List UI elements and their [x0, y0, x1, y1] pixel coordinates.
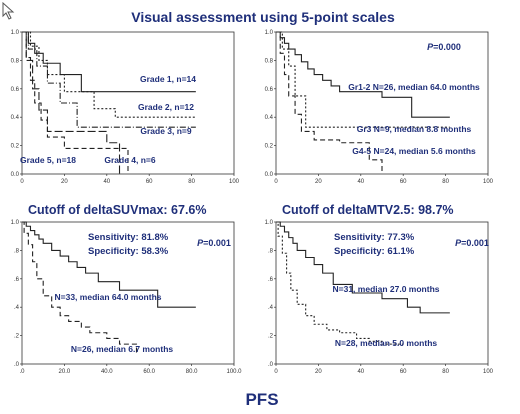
- chart-deltasuvmax: Cutoff of deltaSUVmax: 67.6% .0 20.0 40.0 60…: [11, 203, 243, 375]
- x-tick-label: 20: [315, 179, 322, 185]
- y-tick-label: .4: [14, 305, 20, 311]
- y-tick-label: 0.0: [11, 172, 20, 178]
- p-value: P=0.001: [197, 238, 231, 248]
- series-label: Grade 2, n=12: [138, 102, 194, 112]
- stat-line: Specificity: 61.1%: [334, 246, 415, 257]
- series-label: Gr1-2 N=26, median 64.0 months: [348, 82, 480, 92]
- y-tick-label: .8: [14, 248, 20, 254]
- series-label: G4-5 N=24, median 5.6 months: [352, 146, 476, 156]
- x-tick-label: 100: [483, 179, 494, 185]
- series-label: Grade 1, n=14: [140, 74, 196, 84]
- plot-frame: [21, 31, 235, 175]
- x-tick-label: 100: [229, 179, 240, 185]
- survival-curve-2: [276, 31, 450, 128]
- y-tick-label: .0: [268, 362, 274, 368]
- series-label: N=33, median 64.0 months: [55, 292, 162, 302]
- x-tick-label: 60.0: [143, 369, 155, 375]
- y-tick-label: 1.0: [265, 30, 274, 36]
- mouse-pointer-icon: [2, 2, 15, 20]
- chart-title: Cutoff of deltaSUVmax: 67.6%: [28, 203, 207, 217]
- y-tick-label: 1.0: [11, 220, 20, 226]
- stat-line: Specificity: 58.3%: [88, 246, 169, 257]
- stat-line: Sensitivity: 81.8%: [88, 232, 169, 243]
- x-tick-label: 20: [61, 179, 68, 185]
- x-tick-label: 40: [357, 369, 364, 375]
- series-label: Grade 3, n=9: [140, 126, 192, 136]
- chart-group-curves: 0 20 40 60 80 100 0.0 0.2 0.4 0.6 0.8 1.0 Gr1-2 N=26…: [265, 30, 494, 185]
- plot-frame: [275, 221, 489, 365]
- chart-grade-curves: 0 20 40 60 80 100 0.0 0.2 0.4 0.6 0.8 1.0 Grade 1, n…: [11, 30, 240, 185]
- plot-frame: [21, 221, 235, 365]
- y-tick-label: 1.0: [11, 30, 20, 36]
- survival-curve-1: [276, 31, 450, 118]
- series-label: Gr3 N=9, median 8.8 months: [357, 124, 472, 134]
- y-tick-label: 0.4: [265, 115, 274, 121]
- survival-curve-1: [22, 221, 196, 308]
- y-tick-label: 0.6: [11, 87, 20, 93]
- survival-curve-4: [22, 31, 121, 174]
- main-title-box: Visual assessment using 5-point scales: [131, 9, 395, 25]
- series-label: N=28, median 5.0 months: [335, 338, 438, 348]
- survival-curve-2: [22, 31, 196, 118]
- main-title: Visual assessment using 5-point scales: [131, 9, 395, 25]
- x-tick-label: 0: [274, 369, 278, 375]
- y-tick-label: .0: [14, 362, 20, 368]
- p-value: P=0.000: [427, 42, 461, 52]
- x-tick-label: 80: [442, 369, 449, 375]
- y-tick-label: .8: [268, 248, 274, 254]
- y-tick-label: 0.2: [265, 144, 274, 150]
- x-tick-label: .0: [19, 369, 25, 375]
- x-tick-label: 0: [20, 179, 24, 185]
- p-value: P=0.001: [455, 238, 489, 248]
- y-tick-label: .6: [268, 277, 274, 283]
- x-tick-label: 80: [442, 179, 449, 185]
- chart-title: Cutoff of deltaMTV2.5: 98.7%: [282, 203, 454, 217]
- x-tick-label: 20: [315, 369, 322, 375]
- survival-curve-3: [22, 31, 196, 128]
- x-tick-label: 60: [146, 179, 153, 185]
- x-tick-label: 80.0: [186, 369, 198, 375]
- y-tick-label: .6: [14, 277, 20, 283]
- series-label: Grade 4, n=6: [104, 155, 156, 165]
- x-tick-label: 60: [400, 369, 407, 375]
- y-tick-label: 1.0: [265, 220, 274, 226]
- y-tick-label: .2: [268, 334, 274, 340]
- series-label: N=26, median 6.7 months: [71, 344, 174, 354]
- x-tick-label: 100.0: [226, 369, 242, 375]
- x-tick-label: 80: [188, 179, 195, 185]
- series-label: N=31, median 27.0 months: [333, 284, 440, 294]
- x-tick-label: 40.0: [101, 369, 113, 375]
- y-tick-label: .2: [14, 334, 20, 340]
- survival-curve-3: [276, 31, 383, 174]
- survival-curve-5: [22, 31, 129, 174]
- x-tick-label: 40: [357, 179, 364, 185]
- x-tick-label: 40: [103, 179, 110, 185]
- plot-frame: [275, 31, 489, 175]
- x-tick-label: 0: [274, 179, 278, 185]
- y-tick-label: 0.4: [11, 115, 20, 121]
- y-tick-label: 0.6: [265, 87, 274, 93]
- stat-line: Sensitivity: 77.3%: [334, 232, 415, 243]
- survival-curve-1: [276, 221, 450, 314]
- x-tick-label: 20.0: [59, 369, 71, 375]
- y-tick-label: .4: [268, 305, 274, 311]
- x-tick-label: 60: [400, 179, 407, 185]
- chart-deltamtv: Cutoff of deltaMTV2.5: 98.7% 0 20 40 60 80 100…: [265, 203, 494, 375]
- footer-label: PFS: [245, 390, 278, 409]
- survival-curve-2: [22, 221, 138, 353]
- y-tick-label: 0.8: [11, 58, 20, 64]
- y-tick-label: 0.8: [265, 58, 274, 64]
- footer-box: PFS: [245, 390, 278, 409]
- y-tick-label: 0.2: [11, 144, 20, 150]
- x-tick-label: 100: [483, 369, 494, 375]
- series-label: Grade 5, n=18: [20, 155, 76, 165]
- y-tick-label: 0.0: [265, 172, 274, 178]
